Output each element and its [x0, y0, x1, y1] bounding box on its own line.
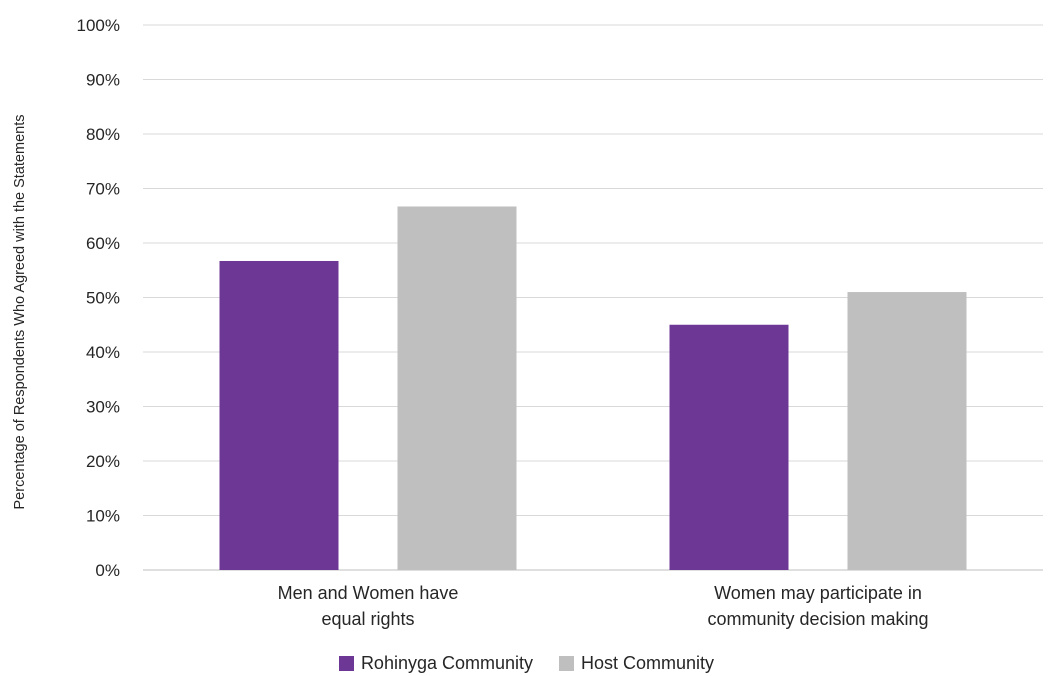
category-labels: Men and Women have equal rights Women may …	[278, 583, 929, 629]
x-category-label: community decision making	[707, 609, 928, 629]
x-category-label: equal rights	[321, 609, 414, 629]
y-tick-label: 40%	[86, 343, 120, 362]
y-tick-label: 20%	[86, 452, 120, 471]
y-tick-label: 30%	[86, 398, 120, 417]
x-category-label: Men and Women have	[278, 583, 459, 603]
y-tick-label: 10%	[86, 507, 120, 526]
bar-series-1-category-1	[847, 292, 967, 570]
bar-series-1-category-0	[397, 206, 517, 571]
legend-swatch-series-0	[338, 655, 354, 671]
legend-label-series-1: Host Community	[581, 652, 715, 673]
legend-label-series-0: Rohinyga Community	[360, 652, 534, 673]
y-tick-label: 0%	[95, 561, 120, 580]
y-tick-label: 100%	[77, 16, 120, 35]
legend-swatch-series-1	[559, 655, 575, 671]
bar-series-0-category-1	[669, 324, 789, 570]
legend-item-series-0: Rohinyga Community	[338, 652, 534, 674]
y-tick-label: 90%	[86, 71, 120, 90]
y-tick-label: 80%	[86, 125, 120, 144]
legend-item-series-1: Host Community	[559, 653, 714, 674]
bar-series-0-category-0	[219, 260, 339, 570]
y-tick-label: 70%	[86, 180, 120, 199]
y-tick-labels: 0% 10% 20% 30% 40% 50% 60% 70% 80% 90% 100%	[77, 16, 120, 580]
y-tick-label: 60%	[86, 234, 120, 253]
x-category-label: Women may participate in	[714, 583, 922, 603]
bars	[219, 206, 967, 571]
y-axis-title: Percentage of Respondents Who Agreed wit…	[12, 115, 28, 510]
legend: Rohinyga Community Host Community	[0, 650, 1053, 676]
y-tick-label: 50%	[86, 289, 120, 308]
